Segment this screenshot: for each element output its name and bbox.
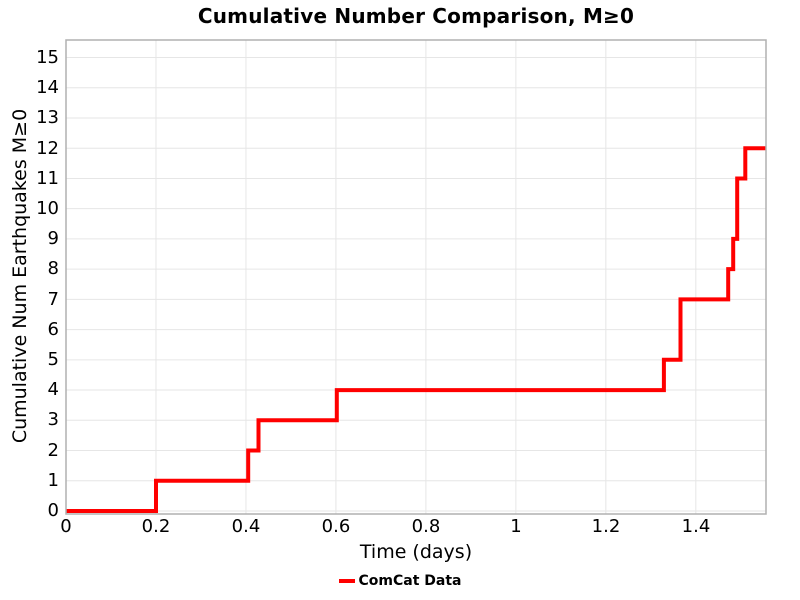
y-tick-label: 5: [47, 349, 59, 370]
x-tick-label: 0.8: [411, 516, 441, 537]
y-tick-label: 3: [47, 409, 59, 430]
y-tick-label: 2: [47, 440, 59, 461]
x-tick-label: 0.6: [321, 516, 351, 537]
y-tick-label: 6: [47, 319, 59, 340]
x-tick-label: 0: [60, 516, 72, 537]
x-tick-label: 0.2: [141, 516, 171, 537]
y-tick-label: 14: [36, 77, 59, 98]
y-tick-label: 9: [47, 228, 59, 249]
plot-border: [65, 39, 767, 515]
y-tick-label: 13: [36, 107, 59, 128]
chart-title: Cumulative Number Comparison, M≥0: [197, 4, 635, 28]
y-tick-label: 4: [47, 379, 59, 400]
x-tick-label: 0.4: [231, 516, 261, 537]
y-tick-label: 8: [47, 258, 59, 279]
y-tick-label: 0: [47, 500, 59, 521]
y-tick-label: 7: [47, 289, 59, 310]
y-tick-label: 10: [36, 198, 59, 219]
x-tick-label: 1.4: [681, 516, 711, 537]
legend-label: ComCat Data: [358, 573, 462, 589]
y-tick-label: 11: [36, 168, 59, 189]
y-tick-label: 15: [36, 47, 59, 68]
x-tick-label: 1: [510, 516, 522, 537]
x-tick-label: 1.2: [591, 516, 621, 537]
legend: ComCat Data: [0, 571, 800, 591]
y-axis-title: Cumulative Num Earthquakes M≥0: [9, 108, 31, 444]
x-axis-title: Time (days): [359, 541, 473, 563]
series-step-line: [66, 146, 766, 513]
y-tick-label: 1: [47, 470, 59, 491]
y-tick-label: 12: [36, 138, 59, 159]
legend-line-marker: [338, 579, 355, 583]
